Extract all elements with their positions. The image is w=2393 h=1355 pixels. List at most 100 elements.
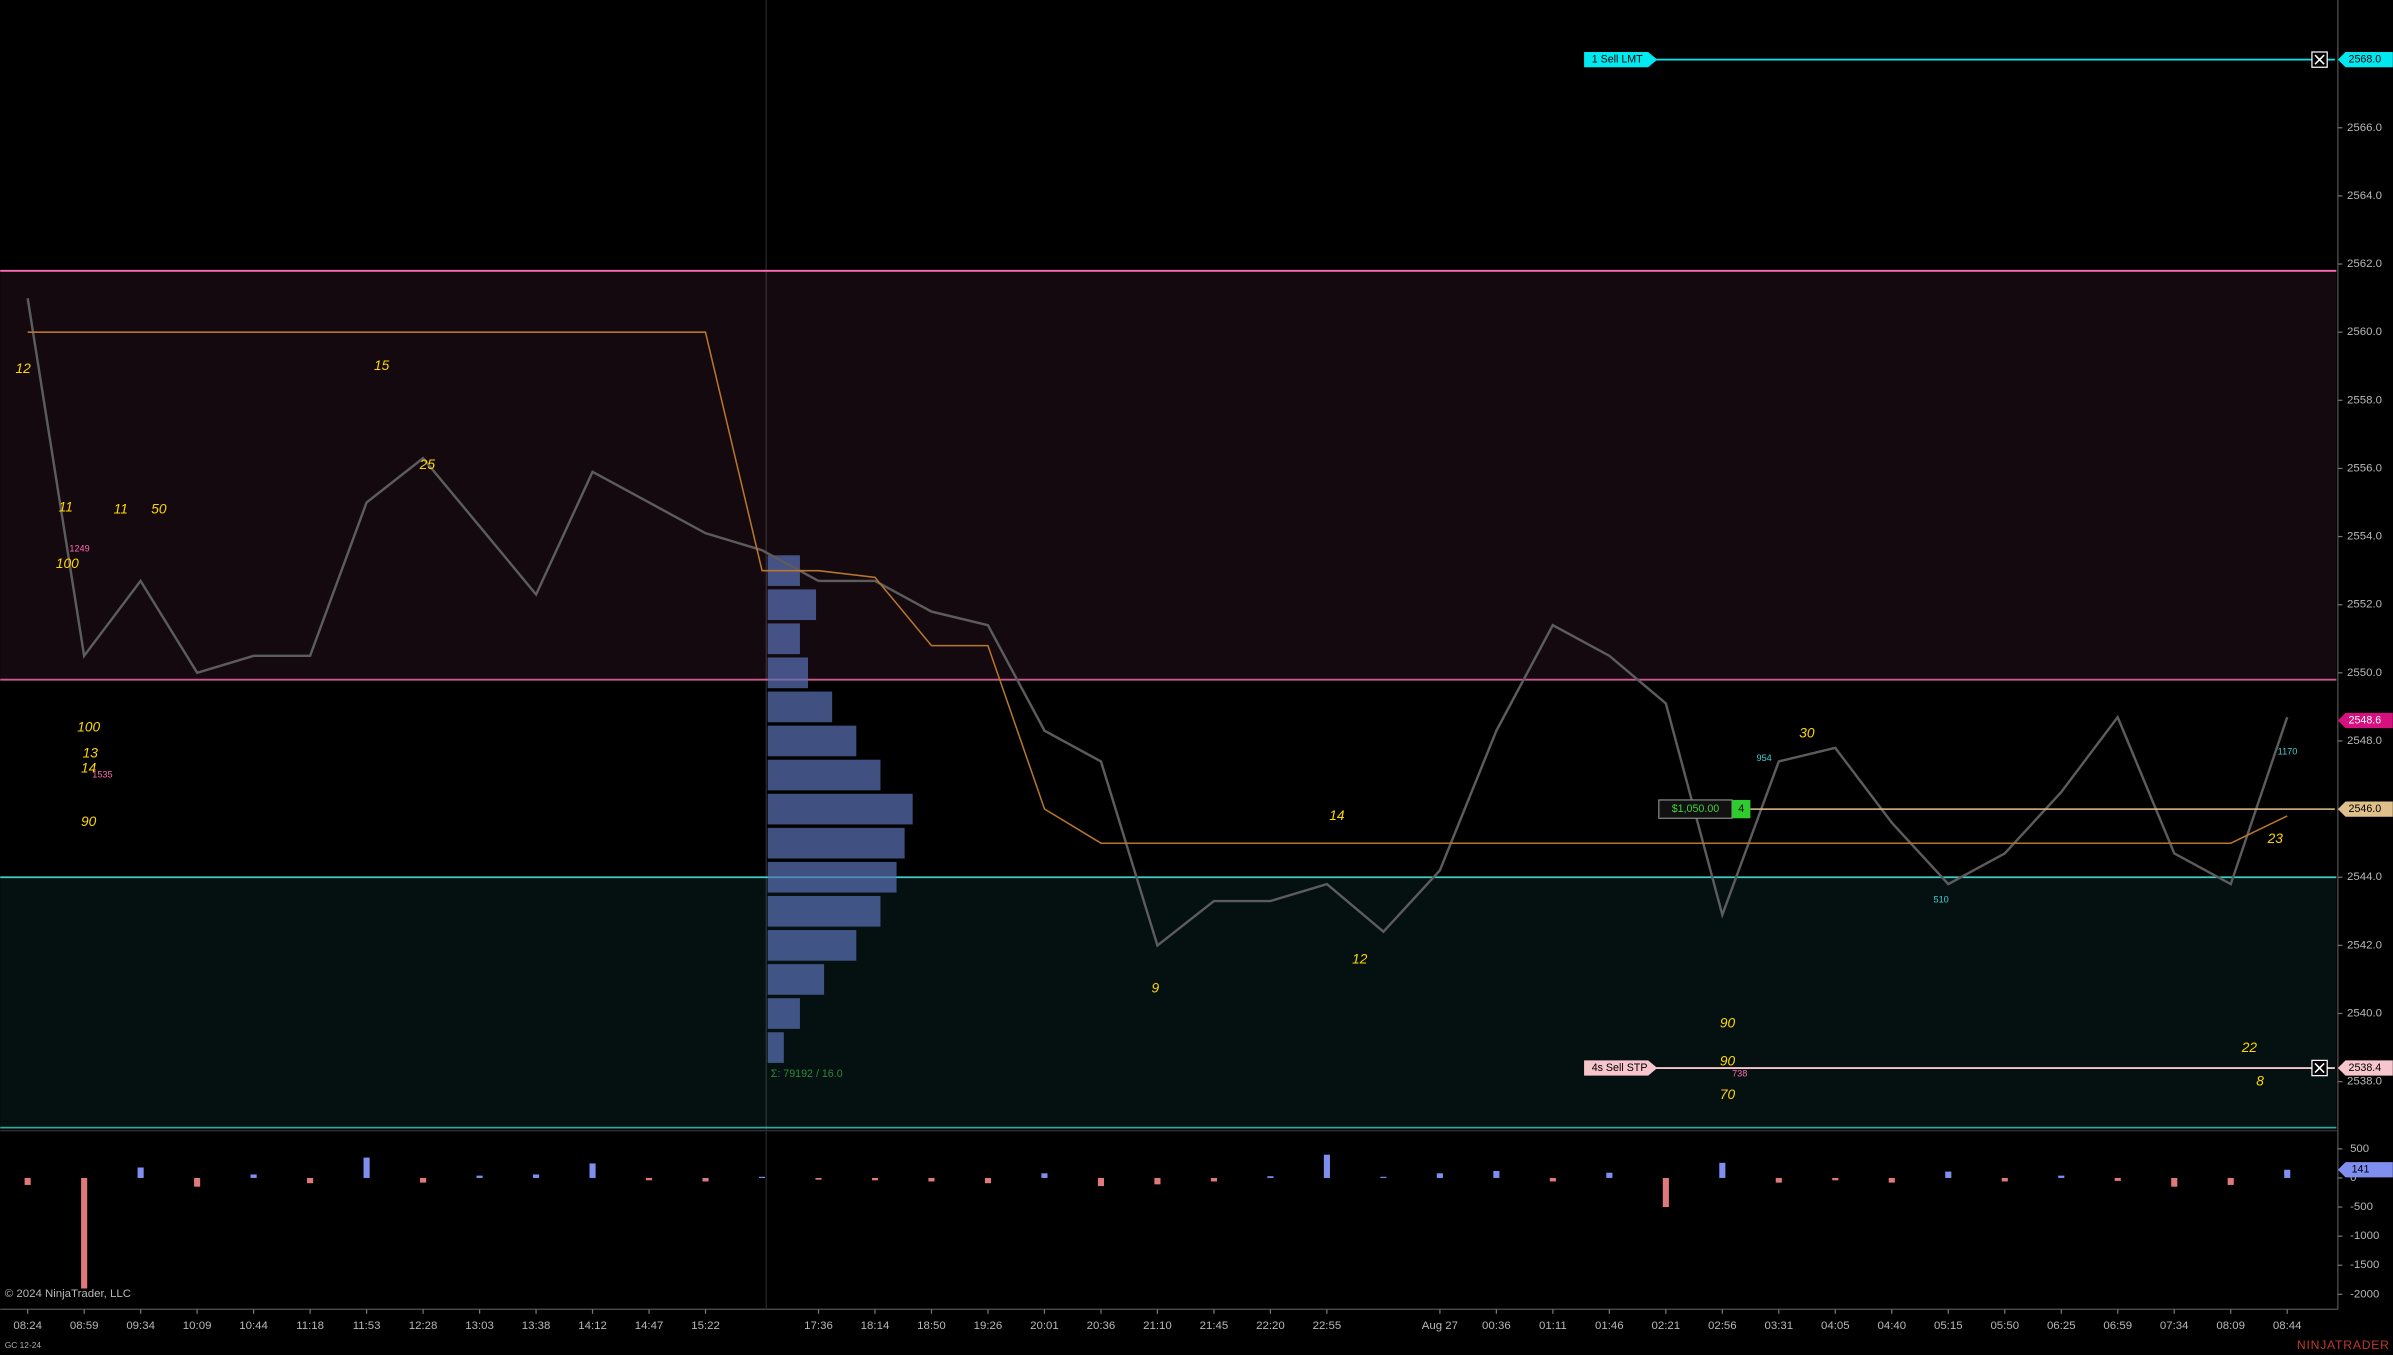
x-tick-label: 20:01	[1030, 1320, 1059, 1332]
volume-bar	[645, 1177, 653, 1181]
volume-bar	[1380, 1176, 1387, 1178]
volume-tick-label: -500	[2350, 1201, 2373, 1213]
annotation: 90	[81, 814, 97, 829]
volume-last-marker	[2337, 1162, 2393, 1178]
volume-bar	[81, 1177, 88, 1289]
order-label: 1 Sell LMT	[1592, 53, 1643, 65]
profile-bar	[767, 759, 881, 791]
profile-bar	[767, 998, 800, 1029]
y-tick-label: 2564.0	[2347, 190, 2382, 202]
y-tick-label: 2542.0	[2347, 939, 2382, 951]
last-price-label: 2548.6	[2349, 714, 2382, 726]
profile-bar	[767, 793, 913, 825]
volume-bar	[702, 1177, 709, 1182]
annotation: 100	[77, 719, 100, 734]
x-tick-label: 08:59	[70, 1320, 99, 1332]
x-tick-label: 03:31	[1765, 1320, 1794, 1332]
x-tick-label: 07:34	[2160, 1320, 2189, 1332]
x-tick-label: 22:55	[1313, 1320, 1342, 1332]
annotation: 11	[59, 500, 73, 515]
annotation: 954	[1757, 753, 1772, 763]
profile-bar	[767, 861, 897, 893]
y-tick-label: 2560.0	[2347, 326, 2382, 338]
volume-bar	[1945, 1171, 1952, 1178]
x-tick-label: 17:36	[804, 1320, 833, 1332]
x-tick-label: 13:38	[522, 1320, 551, 1332]
x-tick-label: 05:15	[1934, 1320, 1963, 1332]
volume-tick-label: 500	[2350, 1143, 2369, 1155]
volume-bar	[250, 1174, 257, 1178]
x-tick-label: 15:22	[691, 1320, 720, 1332]
volume-bar	[420, 1177, 427, 1183]
price-marker	[2337, 51, 2393, 68]
annotation: 1249	[69, 544, 89, 554]
annotation: 22	[2241, 1040, 2258, 1055]
x-tick-label: 08:44	[2273, 1320, 2302, 1332]
x-tick-label: 09:34	[126, 1320, 155, 1332]
y-tick-label: 2552.0	[2347, 599, 2382, 611]
volume-bar	[1888, 1177, 1895, 1183]
profile-bar	[767, 964, 825, 995]
x-tick-label: 01:46	[1595, 1320, 1624, 1332]
profile-bar	[767, 589, 817, 621]
volume-tick-label: -1000	[2350, 1230, 2379, 1242]
x-tick-label: 04:05	[1821, 1320, 1850, 1332]
volume-bar	[2058, 1175, 2065, 1178]
volume-bar	[1832, 1177, 1839, 1181]
pnl: $1,050.00	[1672, 803, 1720, 815]
zone	[0, 877, 2337, 1128]
order-cancel-x	[2314, 54, 2325, 65]
x-tick-label: 00:36	[1482, 1320, 1511, 1332]
volume-bar	[815, 1177, 822, 1180]
quantity-box	[1732, 799, 1751, 819]
x-tick-label: 13:03	[465, 1320, 494, 1332]
volume-bar	[2227, 1177, 2234, 1185]
volume-bar	[363, 1157, 370, 1178]
volume-bar	[1549, 1177, 1556, 1182]
y-tick-label: 2550.0	[2347, 667, 2382, 679]
instrument: GC 12-24	[5, 1340, 42, 1350]
volume-bar	[871, 1177, 879, 1181]
x-tick-label: 04:40	[1877, 1320, 1906, 1332]
zone	[0, 270, 2337, 680]
x-tick-label: 20:36	[1087, 1320, 1116, 1332]
price-marker-label: 2546.0	[2349, 803, 2382, 815]
volume-bar	[1267, 1176, 1274, 1178]
x-tick-label: 05:50	[1990, 1320, 2019, 1332]
annotation: 13	[83, 745, 99, 760]
volume-bar	[137, 1167, 144, 1178]
y-tick-label: 2554.0	[2347, 531, 2382, 543]
volume-bar	[533, 1174, 540, 1178]
volume-bar	[1436, 1173, 1443, 1178]
profile-bar	[767, 827, 905, 859]
volume-bar	[2001, 1177, 2008, 1182]
y-tick-label: 2558.0	[2347, 394, 2382, 406]
x-tick-label: 11:18	[296, 1320, 324, 1332]
price-marker-label: 2538.4	[2349, 1062, 2382, 1074]
y-tick-label: 2538.0	[2347, 1076, 2382, 1088]
annotation: 25	[419, 457, 436, 472]
annotation: 1170	[2278, 747, 2298, 757]
profile-summary: Σ: 79192 / 16.0	[771, 1068, 843, 1080]
annotation: 90	[1720, 1016, 1736, 1031]
annotation: 14	[1329, 808, 1345, 823]
volume-bar	[1719, 1162, 1726, 1178]
volume-bar	[1662, 1177, 1669, 1208]
volume-bar	[1493, 1170, 1500, 1178]
volume-bar	[307, 1177, 314, 1184]
annotation: 90	[1720, 1054, 1736, 1069]
annotation: 738	[1732, 1069, 1747, 1079]
y-tick-label: 2556.0	[2347, 462, 2382, 474]
profile-bar	[767, 623, 800, 655]
annotation: 100	[56, 556, 79, 571]
y-tick-label: 2562.0	[2347, 258, 2382, 270]
profile-bar	[767, 657, 808, 689]
annotation: 510	[1934, 895, 1949, 905]
profile-bar	[767, 725, 857, 757]
annotation: 14	[81, 761, 97, 776]
profile-bar	[767, 1032, 784, 1063]
price-marker-label: 2568.0	[2349, 53, 2382, 65]
x-tick-label: 12:28	[409, 1320, 438, 1332]
